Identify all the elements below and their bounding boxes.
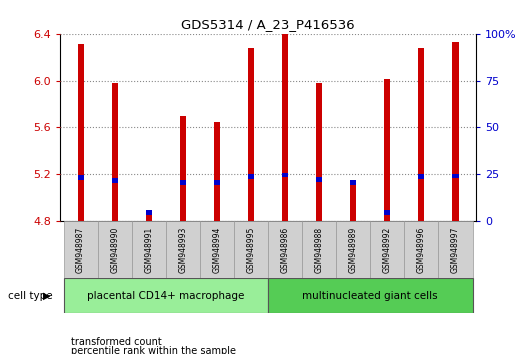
Text: placental CD14+ macrophage: placental CD14+ macrophage [87, 291, 244, 301]
Text: cell type: cell type [8, 291, 52, 301]
Bar [370, 221, 404, 278]
Bar [214, 121, 220, 221]
Bar [316, 177, 322, 182]
Bar [384, 210, 390, 215]
Bar [64, 221, 98, 278]
Bar [214, 180, 220, 185]
Text: GSM948995: GSM948995 [246, 226, 256, 273]
Bar [268, 221, 302, 278]
Bar [180, 116, 186, 221]
Bar [146, 210, 152, 215]
Bar [166, 221, 200, 278]
Bar [234, 221, 268, 278]
Text: percentile rank within the sample: percentile rank within the sample [71, 346, 235, 354]
Text: multinucleated giant cells: multinucleated giant cells [302, 291, 438, 301]
Bar [77, 175, 84, 179]
Bar [111, 83, 118, 221]
Bar [111, 178, 118, 183]
Text: GSM948989: GSM948989 [349, 227, 358, 273]
Bar [336, 221, 370, 278]
Bar [350, 180, 356, 185]
Text: ▶: ▶ [43, 291, 50, 301]
Bar [282, 173, 288, 177]
Text: GSM948991: GSM948991 [144, 227, 153, 273]
Bar [452, 174, 459, 178]
Bar [200, 221, 234, 278]
Bar [404, 221, 438, 278]
Bar [384, 79, 390, 221]
Text: GSM948997: GSM948997 [451, 226, 460, 273]
Text: GSM948987: GSM948987 [76, 227, 85, 273]
Bar [146, 210, 152, 221]
Text: GSM948986: GSM948986 [280, 227, 290, 273]
Text: transformed count: transformed count [71, 337, 162, 347]
Bar [282, 34, 288, 221]
Bar [248, 174, 254, 179]
Bar [77, 44, 84, 221]
Bar [98, 221, 132, 278]
Bar [350, 180, 356, 221]
Bar [64, 278, 268, 313]
Bar [248, 48, 254, 221]
Bar [180, 180, 186, 185]
Bar [268, 278, 472, 313]
Text: GSM948992: GSM948992 [383, 227, 392, 273]
Text: GSM948996: GSM948996 [417, 226, 426, 273]
Bar [132, 221, 166, 278]
Bar [418, 174, 425, 179]
Text: GSM948988: GSM948988 [315, 227, 324, 273]
Bar [438, 221, 472, 278]
Title: GDS5314 / A_23_P416536: GDS5314 / A_23_P416536 [181, 18, 355, 31]
Bar [452, 42, 459, 221]
Text: GSM948990: GSM948990 [110, 226, 119, 273]
Bar [316, 83, 322, 221]
Text: GSM948993: GSM948993 [178, 226, 187, 273]
Bar [418, 48, 425, 221]
Bar [302, 221, 336, 278]
Text: GSM948994: GSM948994 [212, 226, 221, 273]
